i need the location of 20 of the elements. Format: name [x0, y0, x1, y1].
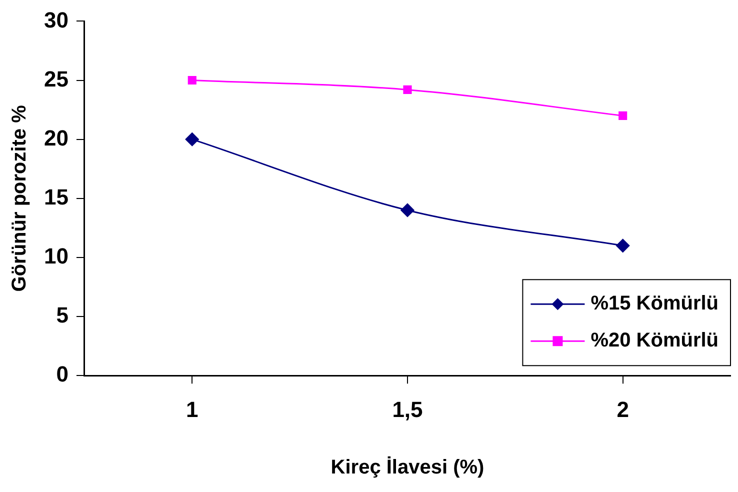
x-axis-title: Kireç İlavesi (%)	[330, 456, 484, 479]
point	[618, 111, 628, 120]
x-tick-label: 1,5	[392, 396, 423, 422]
y-tick-label: 5	[56, 302, 68, 328]
y-axis-title: Görünür porozite %	[8, 104, 31, 292]
legend-label: %15 Kömürlü	[590, 292, 719, 315]
point	[185, 132, 199, 146]
x-tick-label: 1	[186, 396, 198, 422]
point	[400, 203, 414, 217]
y-tick-label: 25	[44, 66, 68, 92]
point	[616, 238, 630, 252]
x-tick-label: 2	[616, 396, 629, 422]
y-tick-label: 15	[44, 184, 68, 210]
y-tick-label: 20	[44, 125, 68, 150]
point	[403, 85, 412, 94]
legend-label: %20 Kömürlü	[590, 330, 719, 352]
y-tick-label: 10	[44, 244, 68, 269]
point	[188, 76, 196, 85]
y-tick-label: 0	[56, 362, 68, 387]
y-tick-label: 30	[44, 7, 68, 32]
